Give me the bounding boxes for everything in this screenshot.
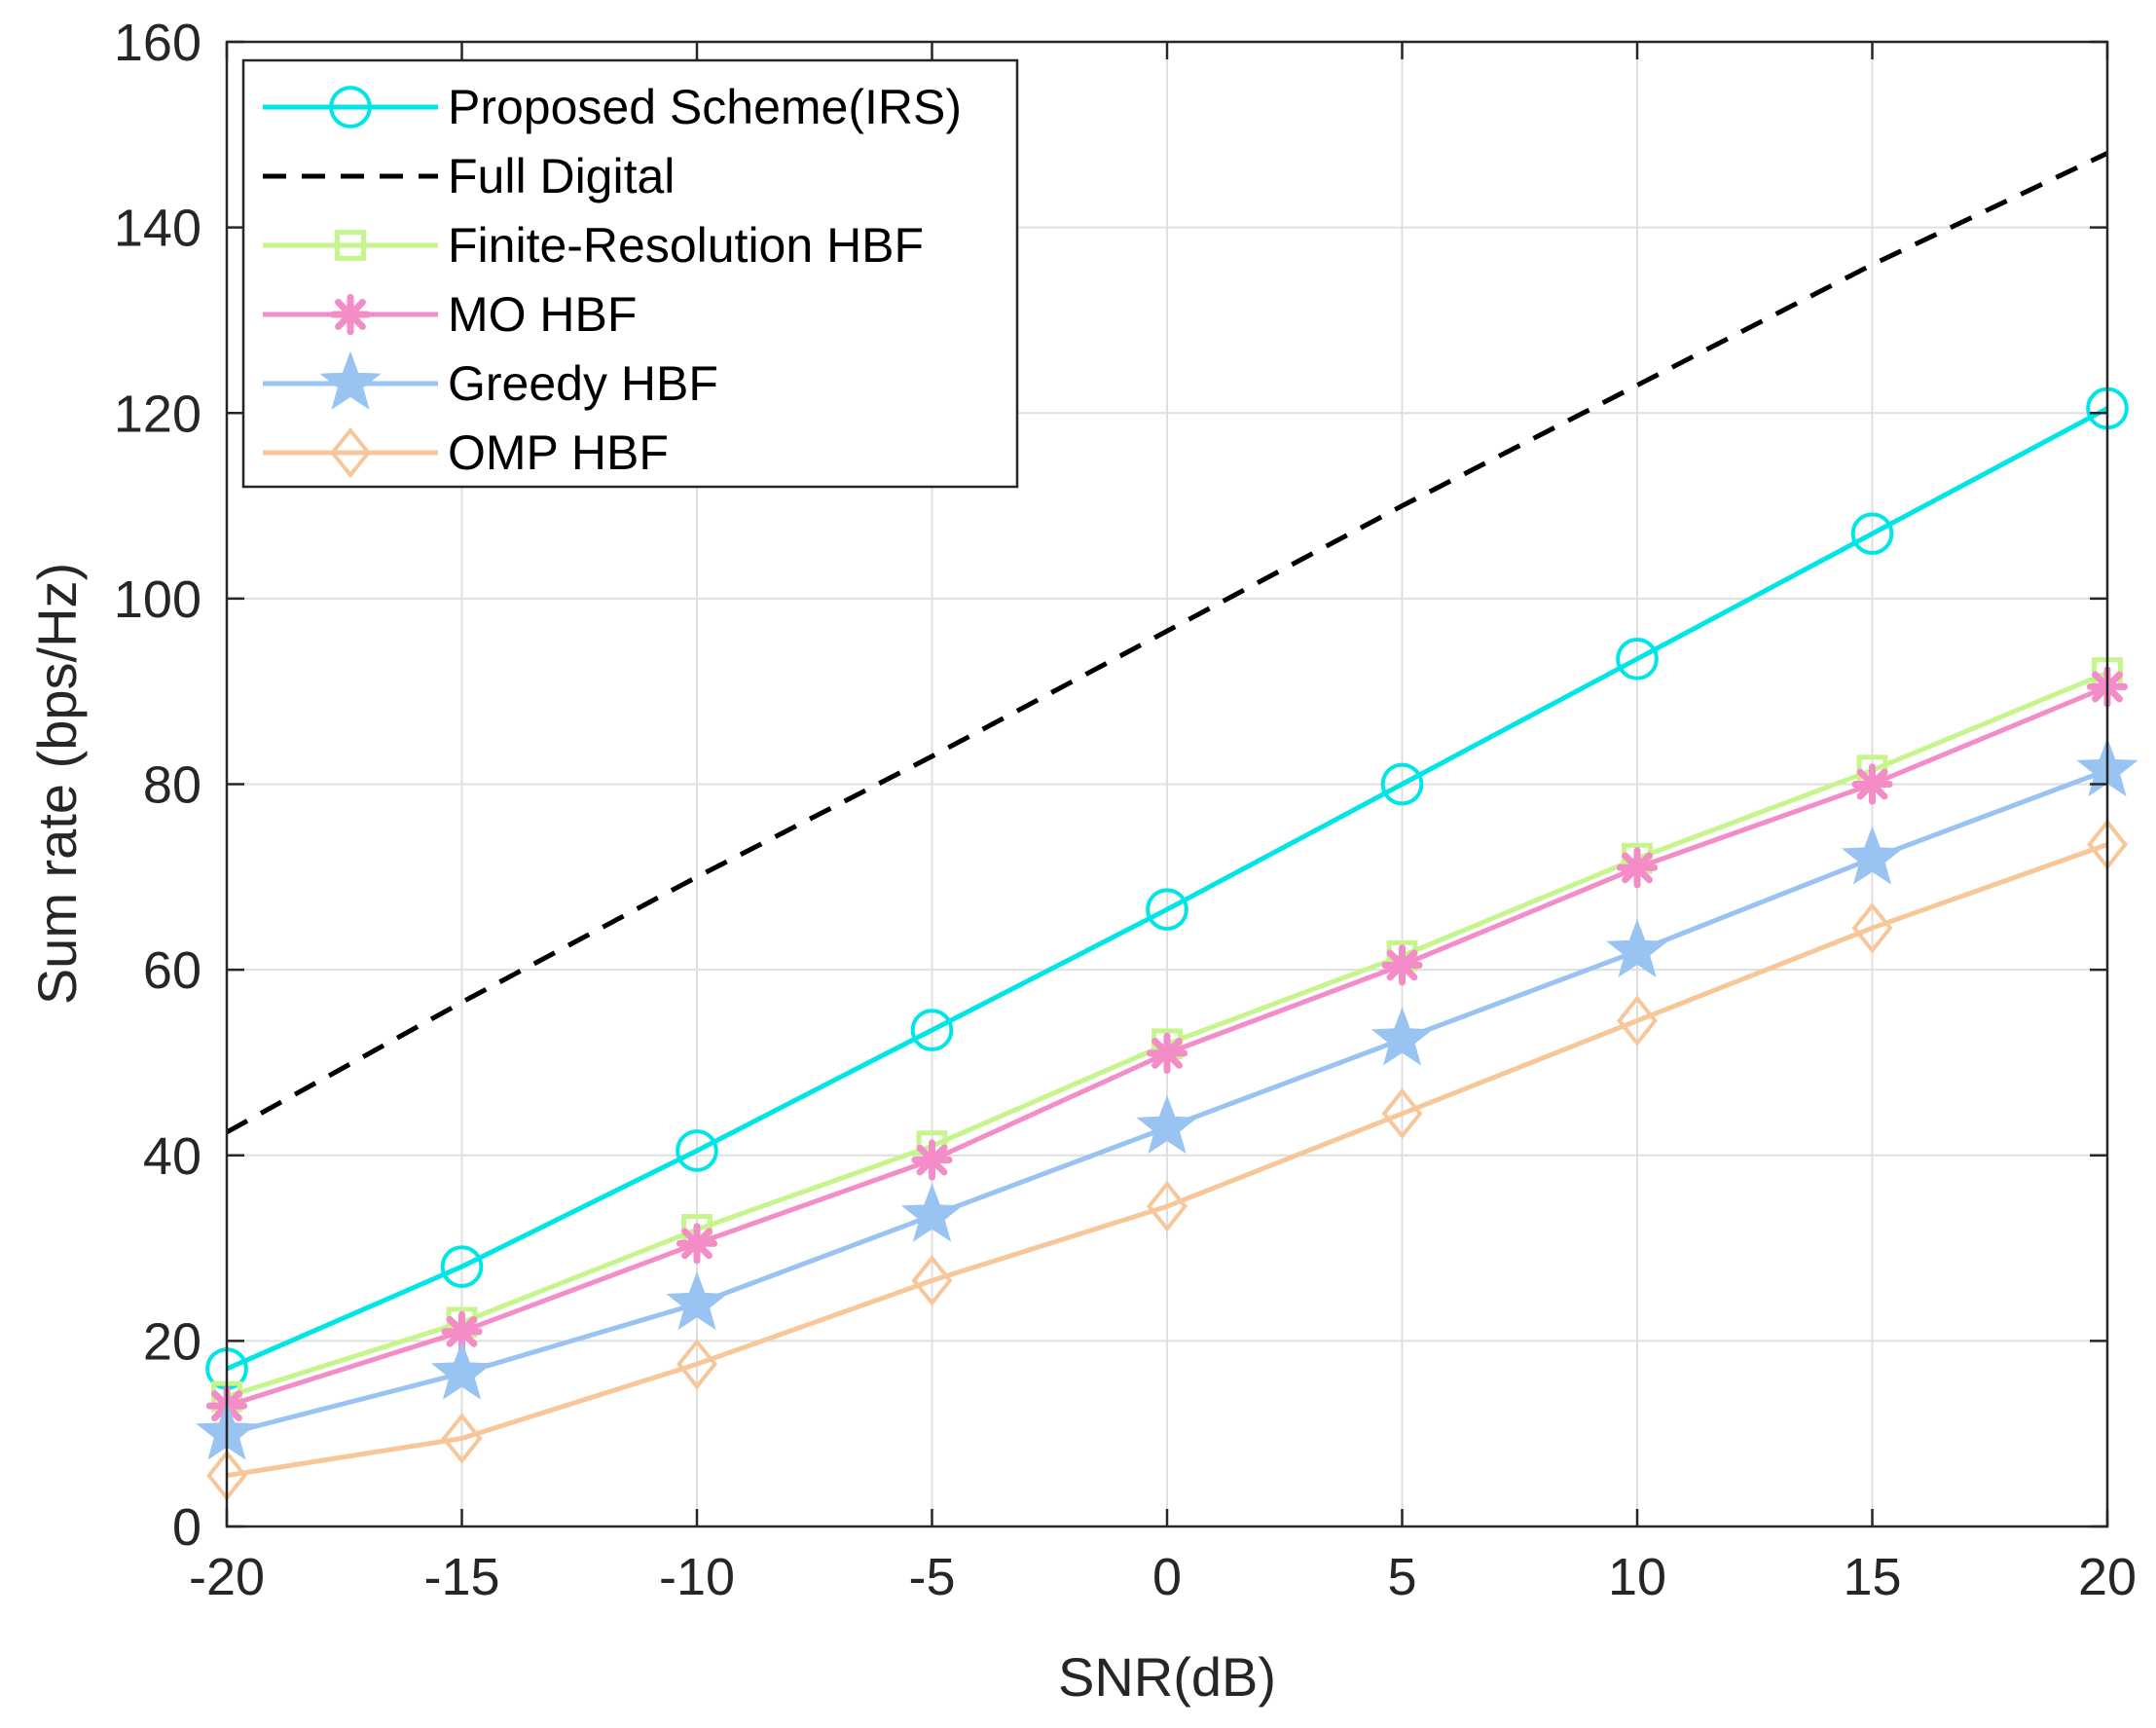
series-3 [205,666,2129,1427]
legend-marker [335,230,366,261]
x-tick-label: -15 [423,1548,499,1606]
y-tick-label: 60 [143,941,201,1000]
y-tick-label: 20 [143,1312,201,1371]
legend-marker [319,350,382,410]
data-point [1851,901,1893,954]
legend-item: Full Digital [263,149,675,203]
data-point [1381,1087,1423,1140]
y-tick-label: 80 [143,756,201,815]
data-point [1616,847,1659,889]
series-line [225,151,2109,1135]
legend-item: OMP HBF [263,425,669,480]
y-tick-label: 120 [114,385,201,443]
legend-label: Full Digital [448,149,675,203]
x-tick-label: 20 [2078,1548,2137,1606]
series-5 [206,819,2128,1501]
data-point [1851,763,1893,805]
legend-label: OMP HBF [448,425,669,480]
data-point [1136,1094,1198,1155]
y-tick-label: 40 [143,1127,201,1186]
legend-label: Finite-Resolution HBF [448,218,924,273]
legend-marker [329,293,372,336]
data-point [1841,826,1904,885]
series-layer [196,151,2138,1501]
legend-item: Proposed Scheme(IRS) [263,80,962,134]
x-tick-label: 5 [1387,1548,1416,1606]
legend-label: MO HBF [448,287,637,342]
series-line [226,842,2108,1479]
legend-label: Proposed Scheme(IRS) [448,80,962,134]
x-tick-label: 15 [1843,1548,1901,1606]
data-point [430,1341,493,1400]
series-line [226,406,2109,1372]
x-tick-label: -5 [908,1548,955,1606]
y-tick-label: 0 [172,1498,201,1557]
data-point [676,1223,718,1265]
legend-marker [329,86,372,129]
data-point [441,1413,483,1464]
y-tick-label: 100 [114,570,201,629]
series-1 [225,151,2109,1135]
data-point [1616,637,1659,680]
data-point [911,1255,953,1306]
data-point [1380,762,1424,806]
x-tick-label: -10 [659,1548,735,1606]
data-point [1606,918,1668,978]
y-tick-label: 160 [114,14,201,72]
data-point [1370,1007,1434,1066]
data-point [1147,1180,1188,1232]
data-point [911,1139,953,1181]
x-tick-label: 0 [1152,1548,1182,1606]
legend-item: MO HBF [263,287,637,342]
legend-box [241,58,1019,489]
data-point [1146,888,1188,932]
legend-item: Greedy HBF [263,350,718,411]
ticks: -20 -15 -10 -5 0 5 10 15 20 0 20 40 60 80 100 120 140 160 [114,14,2137,1606]
data-point [440,1245,484,1288]
y-axis-title: Sum rate (bps/Hz) [26,563,88,1005]
data-point [676,1338,717,1390]
x-axis-title: SNR(dB) [1058,1646,1276,1708]
data-point [1146,1032,1188,1075]
data-point [1617,995,1658,1047]
legend: Proposed Scheme(IRS) Full Digital Finite-R… [241,58,1019,489]
legend-item: Finite-Resolution HBF [263,218,924,273]
data-point [666,1270,728,1331]
legend-label: Greedy HBF [448,356,718,411]
data-point [900,1183,964,1242]
y-tick-label: 140 [114,200,201,258]
data-point [1381,944,1423,986]
x-tick-label: 10 [1608,1548,1666,1606]
x-tick-label: -20 [189,1548,265,1606]
data-point [1850,512,1894,555]
data-point [676,1129,718,1172]
data-point [910,1009,954,1051]
legend-marker [330,426,371,479]
